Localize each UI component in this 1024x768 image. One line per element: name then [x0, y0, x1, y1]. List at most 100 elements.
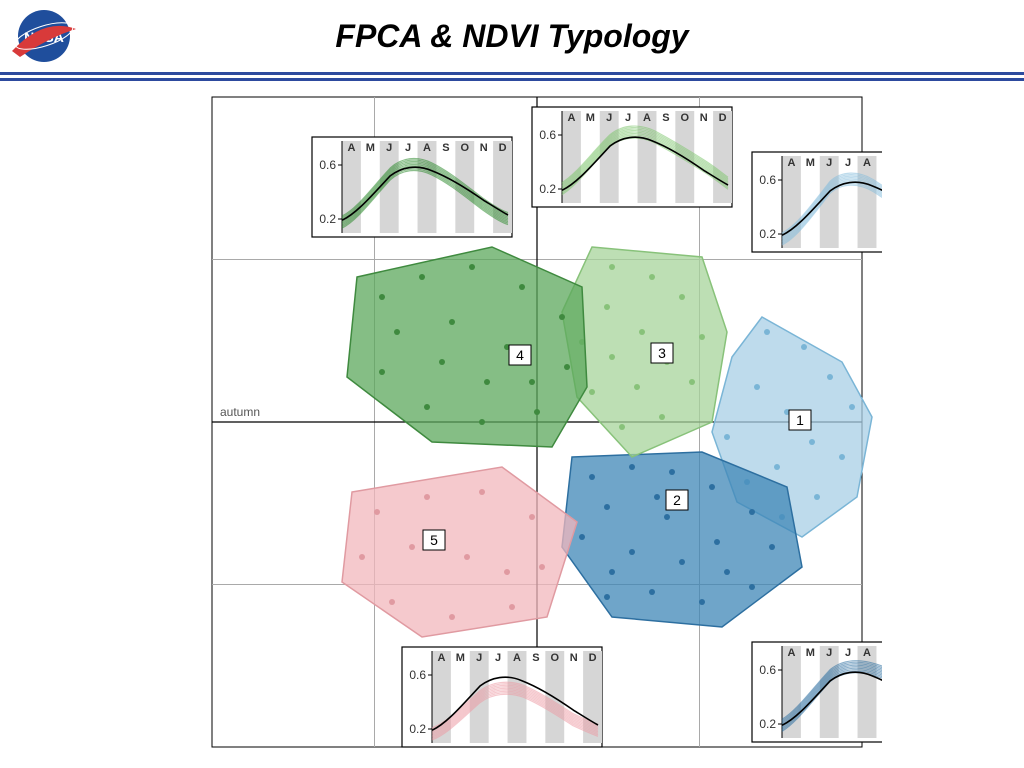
svg-text:M: M — [806, 157, 815, 169]
cluster-point — [649, 589, 655, 595]
svg-text:M: M — [456, 652, 465, 664]
svg-text:A: A — [863, 647, 871, 659]
cluster-label-3: 3 — [658, 345, 666, 361]
cluster-point — [649, 274, 655, 280]
cluster-point — [749, 584, 755, 590]
cluster-label-2: 2 — [673, 492, 681, 508]
svg-text:J: J — [826, 647, 832, 659]
cluster-point — [559, 314, 565, 320]
cluster-point — [479, 489, 485, 495]
cluster-point — [639, 329, 645, 335]
inset-chart-4: AMJJASOND0.20.6 — [312, 137, 512, 237]
svg-text:D: D — [589, 652, 597, 664]
cluster-point — [714, 539, 720, 545]
inset-chart-3: AMJJASOND0.20.6 — [532, 107, 732, 207]
svg-text:A: A — [567, 112, 575, 124]
cluster-point — [814, 494, 820, 500]
cluster-point — [709, 484, 715, 490]
svg-text:O: O — [460, 142, 469, 154]
svg-text:0.2: 0.2 — [759, 227, 776, 241]
svg-text:0.2: 0.2 — [409, 722, 426, 736]
cluster-point — [774, 464, 780, 470]
cluster-point — [579, 534, 585, 540]
cluster-point — [469, 264, 475, 270]
cluster-point — [679, 559, 685, 565]
cluster-point — [359, 554, 365, 560]
cluster-point — [629, 549, 635, 555]
svg-text:0.2: 0.2 — [759, 717, 776, 731]
cluster-point — [409, 544, 415, 550]
inset-chart-5: AMJJASOND0.20.6 — [402, 647, 602, 747]
svg-text:M: M — [806, 647, 815, 659]
cluster-point — [529, 379, 535, 385]
cluster-point — [769, 544, 775, 550]
cluster-point — [609, 264, 615, 270]
cluster-point — [604, 304, 610, 310]
cluster-point — [689, 379, 695, 385]
svg-text:A: A — [423, 142, 431, 154]
cluster-point — [659, 414, 665, 420]
cluster-point — [604, 594, 610, 600]
cluster-point — [379, 369, 385, 375]
cluster-point — [484, 379, 490, 385]
svg-text:S: S — [442, 142, 449, 154]
cluster-point — [439, 359, 445, 365]
svg-text:J: J — [845, 647, 851, 659]
cluster-point — [604, 504, 610, 510]
svg-text:A: A — [513, 652, 521, 664]
svg-text:D: D — [499, 142, 507, 154]
svg-text:A: A — [863, 157, 871, 169]
svg-text:D: D — [719, 112, 727, 124]
cluster-point — [679, 294, 685, 300]
cluster-point — [809, 439, 815, 445]
y-axis-label: autumn — [220, 405, 260, 419]
svg-text:O: O — [550, 652, 559, 664]
cluster-point — [699, 599, 705, 605]
cluster-point — [724, 569, 730, 575]
header-rule-2 — [0, 78, 1024, 81]
svg-text:A: A — [787, 157, 795, 169]
svg-text:M: M — [366, 142, 375, 154]
svg-text:A: A — [347, 142, 355, 154]
cluster-point — [479, 419, 485, 425]
cluster-point — [669, 469, 675, 475]
cluster-point — [589, 474, 595, 480]
svg-text:N: N — [700, 112, 708, 124]
inset-chart-1: AMJJASOND0.20.6 — [752, 152, 882, 252]
svg-text:0.6: 0.6 — [759, 173, 776, 187]
cluster-point — [634, 384, 640, 390]
svg-text:0.6: 0.6 — [409, 668, 426, 682]
inset-chart-2: AMJJASOND0.20.6 — [752, 642, 882, 742]
cluster-label-5: 5 — [430, 532, 438, 548]
cluster-point — [534, 409, 540, 415]
svg-text:0.6: 0.6 — [319, 158, 336, 172]
svg-text:A: A — [643, 112, 651, 124]
cluster-label-4: 4 — [516, 347, 524, 363]
cluster-point — [609, 354, 615, 360]
svg-text:J: J — [625, 112, 631, 124]
svg-text:M: M — [586, 112, 595, 124]
cluster-point — [749, 509, 755, 515]
cluster-point — [394, 329, 400, 335]
cluster-point — [801, 344, 807, 350]
cluster-point — [374, 509, 380, 515]
cluster-point — [849, 404, 855, 410]
cluster-point — [449, 614, 455, 620]
cluster-point — [664, 514, 670, 520]
cluster-point — [699, 334, 705, 340]
cluster-point — [449, 319, 455, 325]
svg-text:S: S — [662, 112, 669, 124]
cluster-point — [519, 284, 525, 290]
svg-text:N: N — [570, 652, 578, 664]
cluster-point — [424, 494, 430, 500]
svg-text:0.6: 0.6 — [759, 663, 776, 677]
svg-text:J: J — [826, 157, 832, 169]
cluster-point — [724, 434, 730, 440]
svg-text:J: J — [495, 652, 501, 664]
cluster-point — [389, 599, 395, 605]
cluster-point — [564, 364, 570, 370]
cluster-point — [619, 424, 625, 430]
cluster-point — [539, 564, 545, 570]
cluster-point — [419, 274, 425, 280]
header-rule-1 — [0, 72, 1024, 75]
